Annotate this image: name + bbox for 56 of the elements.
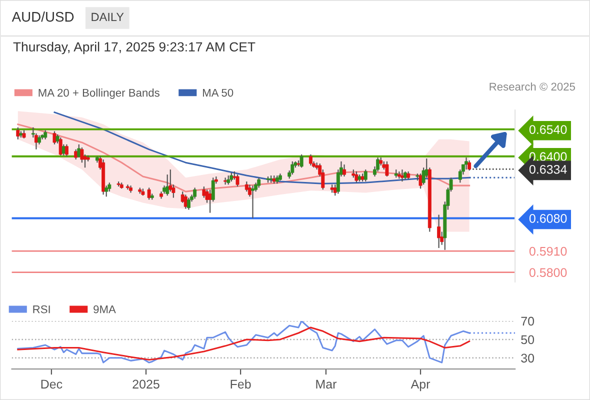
- x-tick-label: 2025: [132, 380, 160, 389]
- y-tick-label: 70: [521, 316, 534, 326]
- candlestick: [64, 144, 68, 157]
- x-tick-label: Dec: [41, 380, 62, 389]
- chart-title: AUD/USD: [12, 12, 74, 22]
- candlestick: [80, 146, 84, 164]
- x-tick-label: Apr: [410, 380, 430, 392]
- y-tick-label: 0.6400: [529, 152, 567, 162]
- candlestick: [468, 160, 472, 172]
- candlestick: [376, 156, 380, 172]
- candlestick: [236, 174, 240, 188]
- candlestick: [166, 174, 170, 196]
- candlestick: [308, 154, 312, 166]
- legend-label: MA 50: [203, 88, 234, 97]
- candlestick: [290, 160, 294, 176]
- candlestick: [184, 194, 188, 210]
- text: Research © 2025: [490, 82, 575, 91]
- candlestick: [385, 160, 389, 178]
- candlestick: [104, 185, 108, 198]
- legend-label: RSI: [33, 305, 50, 314]
- candlestick: [16, 126, 20, 140]
- x-tick-label: Mar: [316, 380, 337, 389]
- candlestick: [52, 130, 56, 145]
- candlestick: [464, 156, 468, 170]
- legend-label: MA 20 + Bollinger Bands: [38, 88, 160, 99]
- y-tick-label: 0.6540: [529, 125, 567, 134]
- candlestick: [354, 170, 358, 184]
- line-series: [17, 326, 470, 361]
- candlestick: [226, 174, 230, 186]
- y-tick-label: 0.5800: [529, 268, 567, 277]
- candlestick: [186, 197, 190, 210]
- y-tick-label: 0.6080: [529, 214, 567, 223]
- y-tick-label: 0.6334: [529, 164, 567, 174]
- candlestick: [300, 154, 304, 168]
- y-tick-label: 50: [521, 335, 534, 344]
- candlestick: [44, 130, 48, 140]
- candlestick: [208, 189, 212, 214]
- x-tick-label: Feb: [230, 379, 251, 389]
- candlestick: [400, 168, 404, 182]
- candlestick: [342, 164, 346, 178]
- chart-subtitle: Thursday, April 17, 2025 9:23:17 AM CET: [13, 42, 256, 54]
- candlestick: [251, 185, 254, 219]
- candlestick: [58, 136, 62, 156]
- y-tick-label: 0.5910: [529, 246, 567, 256]
- candlestick: [74, 148, 78, 160]
- y-tick-label: 30: [521, 354, 534, 363]
- candlestick: [244, 180, 248, 192]
- candlestick: [193, 187, 197, 200]
- text: DAILY: [92, 12, 124, 22]
- candlestick: [364, 168, 368, 182]
- candlestick: [77, 144, 81, 158]
- candlestick: [437, 214, 441, 249]
- candlestick: [62, 144, 66, 156]
- legend-label: 9MA: [94, 305, 116, 314]
- candlestick: [147, 187, 151, 200]
- candlestick: [257, 177, 261, 188]
